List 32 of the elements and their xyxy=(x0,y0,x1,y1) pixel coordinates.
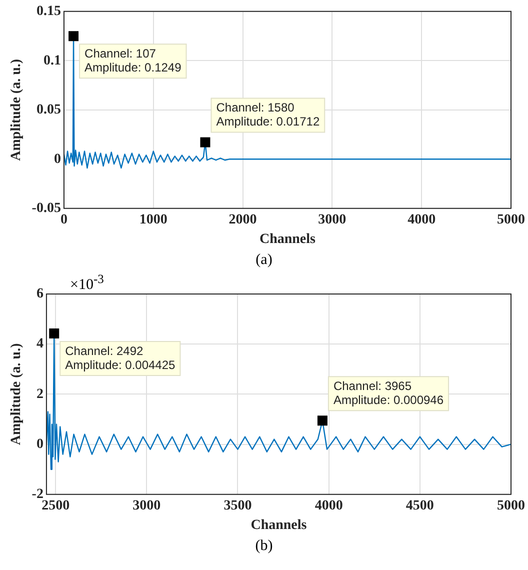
y-tick-label: -0.05 xyxy=(32,201,61,216)
y-axis-title: Amplitude (a. u.) xyxy=(9,342,24,446)
x-tick-label: 3000 xyxy=(132,498,161,514)
x-tick-label: 4500 xyxy=(406,498,434,514)
x-tick-label: 2000 xyxy=(228,212,257,228)
annotation: Channel: 2492 Amplitude: 0.004425 xyxy=(65,344,176,372)
y-tick-label: 0.1 xyxy=(43,53,61,68)
x-axis-title: Channels xyxy=(259,232,316,248)
y-tick-label: -2 xyxy=(32,487,44,502)
y-tick-label: 0.15 xyxy=(36,4,61,20)
annotation: Channel: 107 Amplitude: 0.1249 xyxy=(84,46,182,74)
y-tick-label: 0.05 xyxy=(36,102,61,118)
x-tick-label: 2500 xyxy=(42,498,70,514)
x-axis-title: Channels xyxy=(250,518,308,534)
x-tick-label: 4000 xyxy=(314,498,343,514)
x-tick-label: 4000 xyxy=(408,212,436,228)
y-axis-title: Amplitude (a. u.) xyxy=(9,58,24,161)
y-tick-label: 0 xyxy=(54,152,61,167)
y-tick-label: 6 xyxy=(36,286,44,302)
text: ×10$^{-3}$ xyxy=(70,272,104,294)
annotation: Channel: 1580 Amplitude: 0.01712 xyxy=(216,100,320,129)
text: (a) xyxy=(254,251,274,270)
annotation: Channel: 3965 Amplitude: 0.000946 xyxy=(333,378,444,407)
y-tick-label: 0 xyxy=(36,436,44,452)
x-tick-label: 5000 xyxy=(497,498,525,514)
text: (b) xyxy=(254,537,274,556)
x-tick-label: 3500 xyxy=(224,498,252,514)
x-tick-label: 1000 xyxy=(139,212,168,228)
x-tick-label: 3000 xyxy=(318,212,346,228)
y-tick-label: 2 xyxy=(36,386,44,402)
y-tick-label: 4 xyxy=(36,336,44,352)
x-tick-label: 5000 xyxy=(497,212,525,228)
